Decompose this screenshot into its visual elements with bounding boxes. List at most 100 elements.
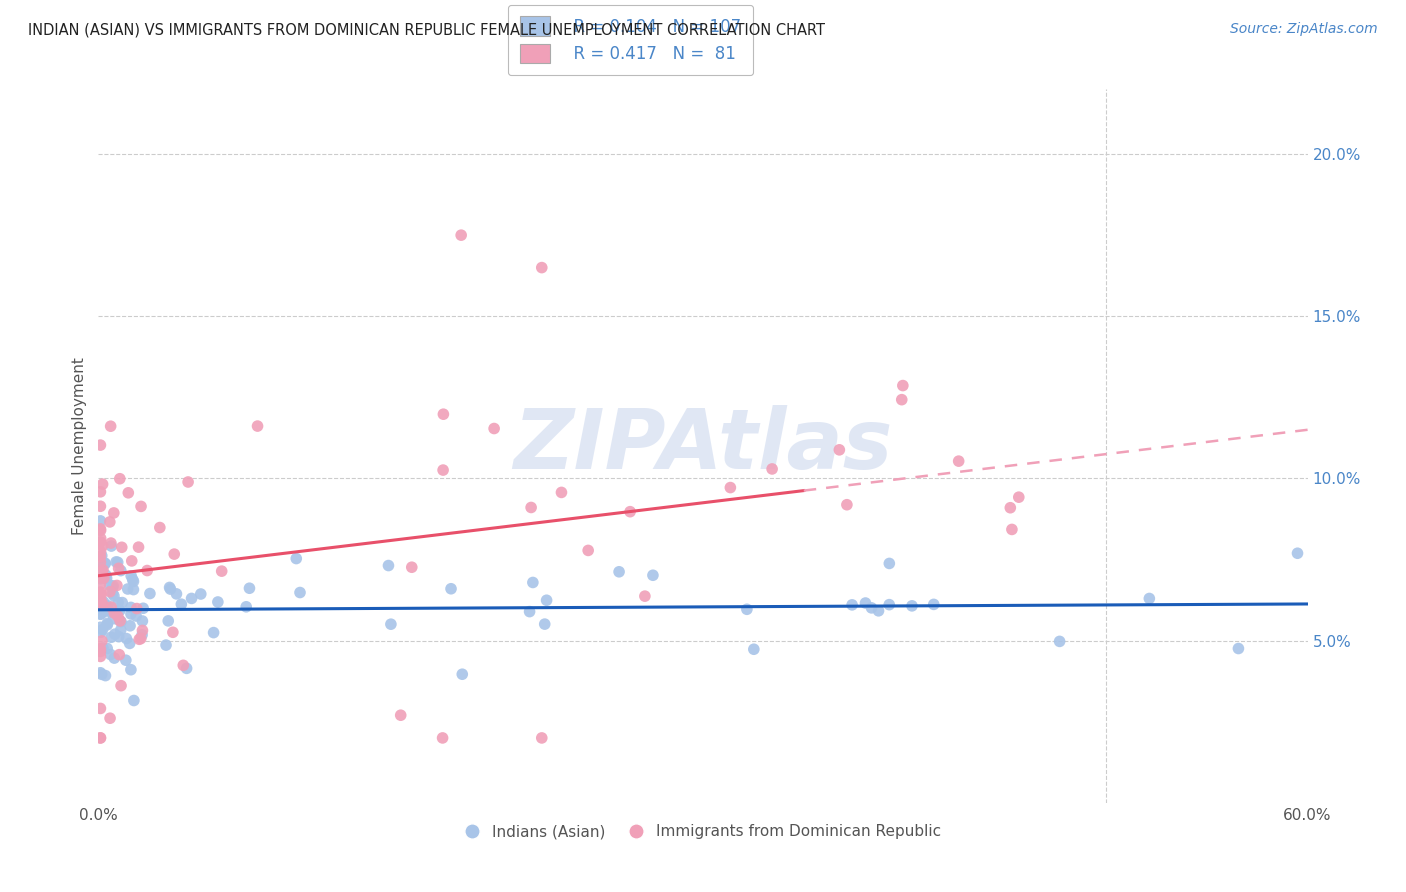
Text: ZIPAtlas: ZIPAtlas [513,406,893,486]
Point [190,587,212,601]
Point [166,587,188,601]
Point [1049,634,1071,648]
Point [860,600,883,615]
Point [90,565,112,579]
Point [536,593,558,607]
Point [742,642,765,657]
Point [522,575,544,590]
Point [118,636,141,650]
Point [90,524,112,538]
Point [100,539,122,553]
Point [104,627,127,641]
Point [103,506,125,520]
Point [100,536,122,550]
Point [120,569,142,583]
Point [89,570,111,584]
Point [90,633,112,648]
Point [530,260,553,275]
Point [121,554,143,568]
Point [107,630,129,644]
Point [139,586,162,600]
Point [117,485,139,500]
Point [96,571,118,585]
Point [89,438,111,452]
Point [91,623,114,637]
Point [90,667,112,681]
Point [100,630,122,644]
Point [111,541,134,555]
Point [89,607,111,622]
Point [89,701,111,715]
Point [1008,490,1031,504]
Point [107,561,129,575]
Point [163,547,186,561]
Point [90,592,112,607]
Point [100,648,122,662]
Point [176,661,198,675]
Point [619,505,641,519]
Point [1001,523,1024,537]
Point [97,599,120,613]
Point [855,596,877,610]
Point [103,651,125,665]
Point [879,557,901,571]
Point [519,605,541,619]
Point [89,731,111,745]
Point [105,555,128,569]
Point [432,463,454,477]
Point [96,617,118,632]
Point [89,731,111,745]
Point [285,551,308,566]
Point [576,543,599,558]
Point [96,600,118,615]
Point [89,598,111,612]
Point [89,549,111,564]
Point [288,585,311,599]
Point [100,600,122,615]
Point [120,619,142,633]
Point [89,577,111,591]
Point [451,667,474,681]
Point [835,498,858,512]
Point [520,500,543,515]
Point [89,535,111,549]
Point [641,568,664,582]
Point [91,641,114,656]
Point [207,595,229,609]
Point [211,564,233,578]
Point [90,562,112,576]
Point [91,563,114,577]
Point [246,419,269,434]
Point [94,668,117,682]
Point [922,598,945,612]
Point [440,582,463,596]
Y-axis label: Female Unemployment: Female Unemployment [72,357,87,535]
Point [89,484,111,499]
Point [157,614,180,628]
Point [90,560,112,574]
Point [107,555,129,569]
Point [172,658,194,673]
Point [89,568,111,582]
Point [89,641,111,656]
Point [110,623,132,637]
Point [890,392,912,407]
Point [120,607,142,621]
Point [96,641,118,656]
Point [235,599,257,614]
Point [89,522,111,536]
Point [131,624,153,638]
Point [108,472,131,486]
Point [530,731,553,745]
Point [103,606,125,620]
Point [828,442,851,457]
Point [101,579,124,593]
Point [101,581,124,595]
Point [90,625,112,640]
Point [89,514,111,528]
Text: Source: ZipAtlas.com: Source: ZipAtlas.com [1230,22,1378,37]
Point [868,604,890,618]
Point [115,632,138,646]
Point [103,612,125,626]
Point [159,581,181,595]
